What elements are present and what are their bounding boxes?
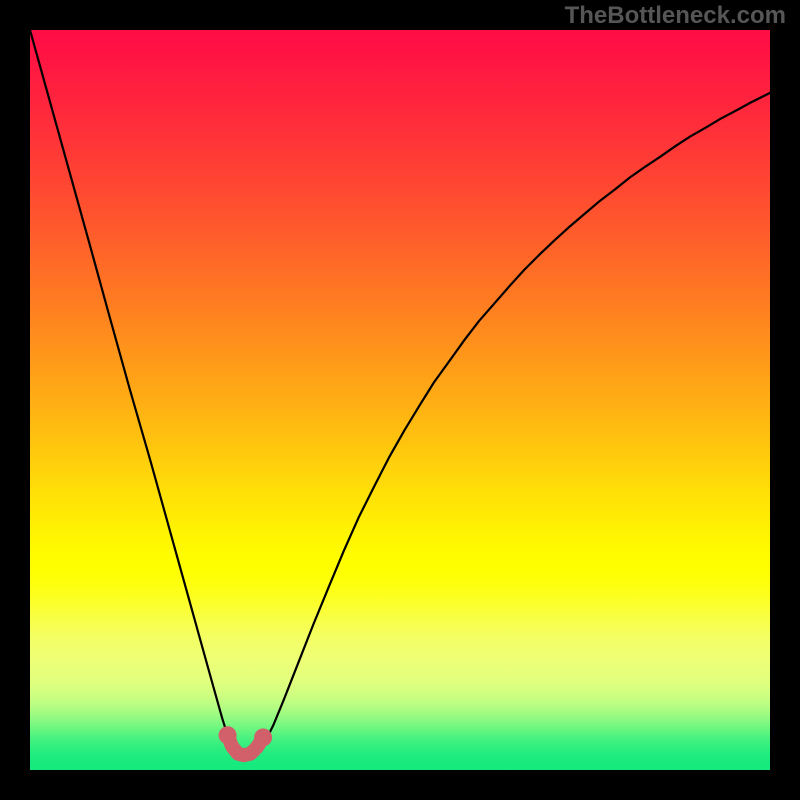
- bottleneck-chart: [0, 0, 800, 800]
- watermark-text: TheBottleneck.com: [565, 2, 786, 30]
- highlight-endpoint-dot: [219, 726, 237, 744]
- plot-background: [30, 30, 770, 770]
- highlight-endpoint-dot: [254, 728, 272, 746]
